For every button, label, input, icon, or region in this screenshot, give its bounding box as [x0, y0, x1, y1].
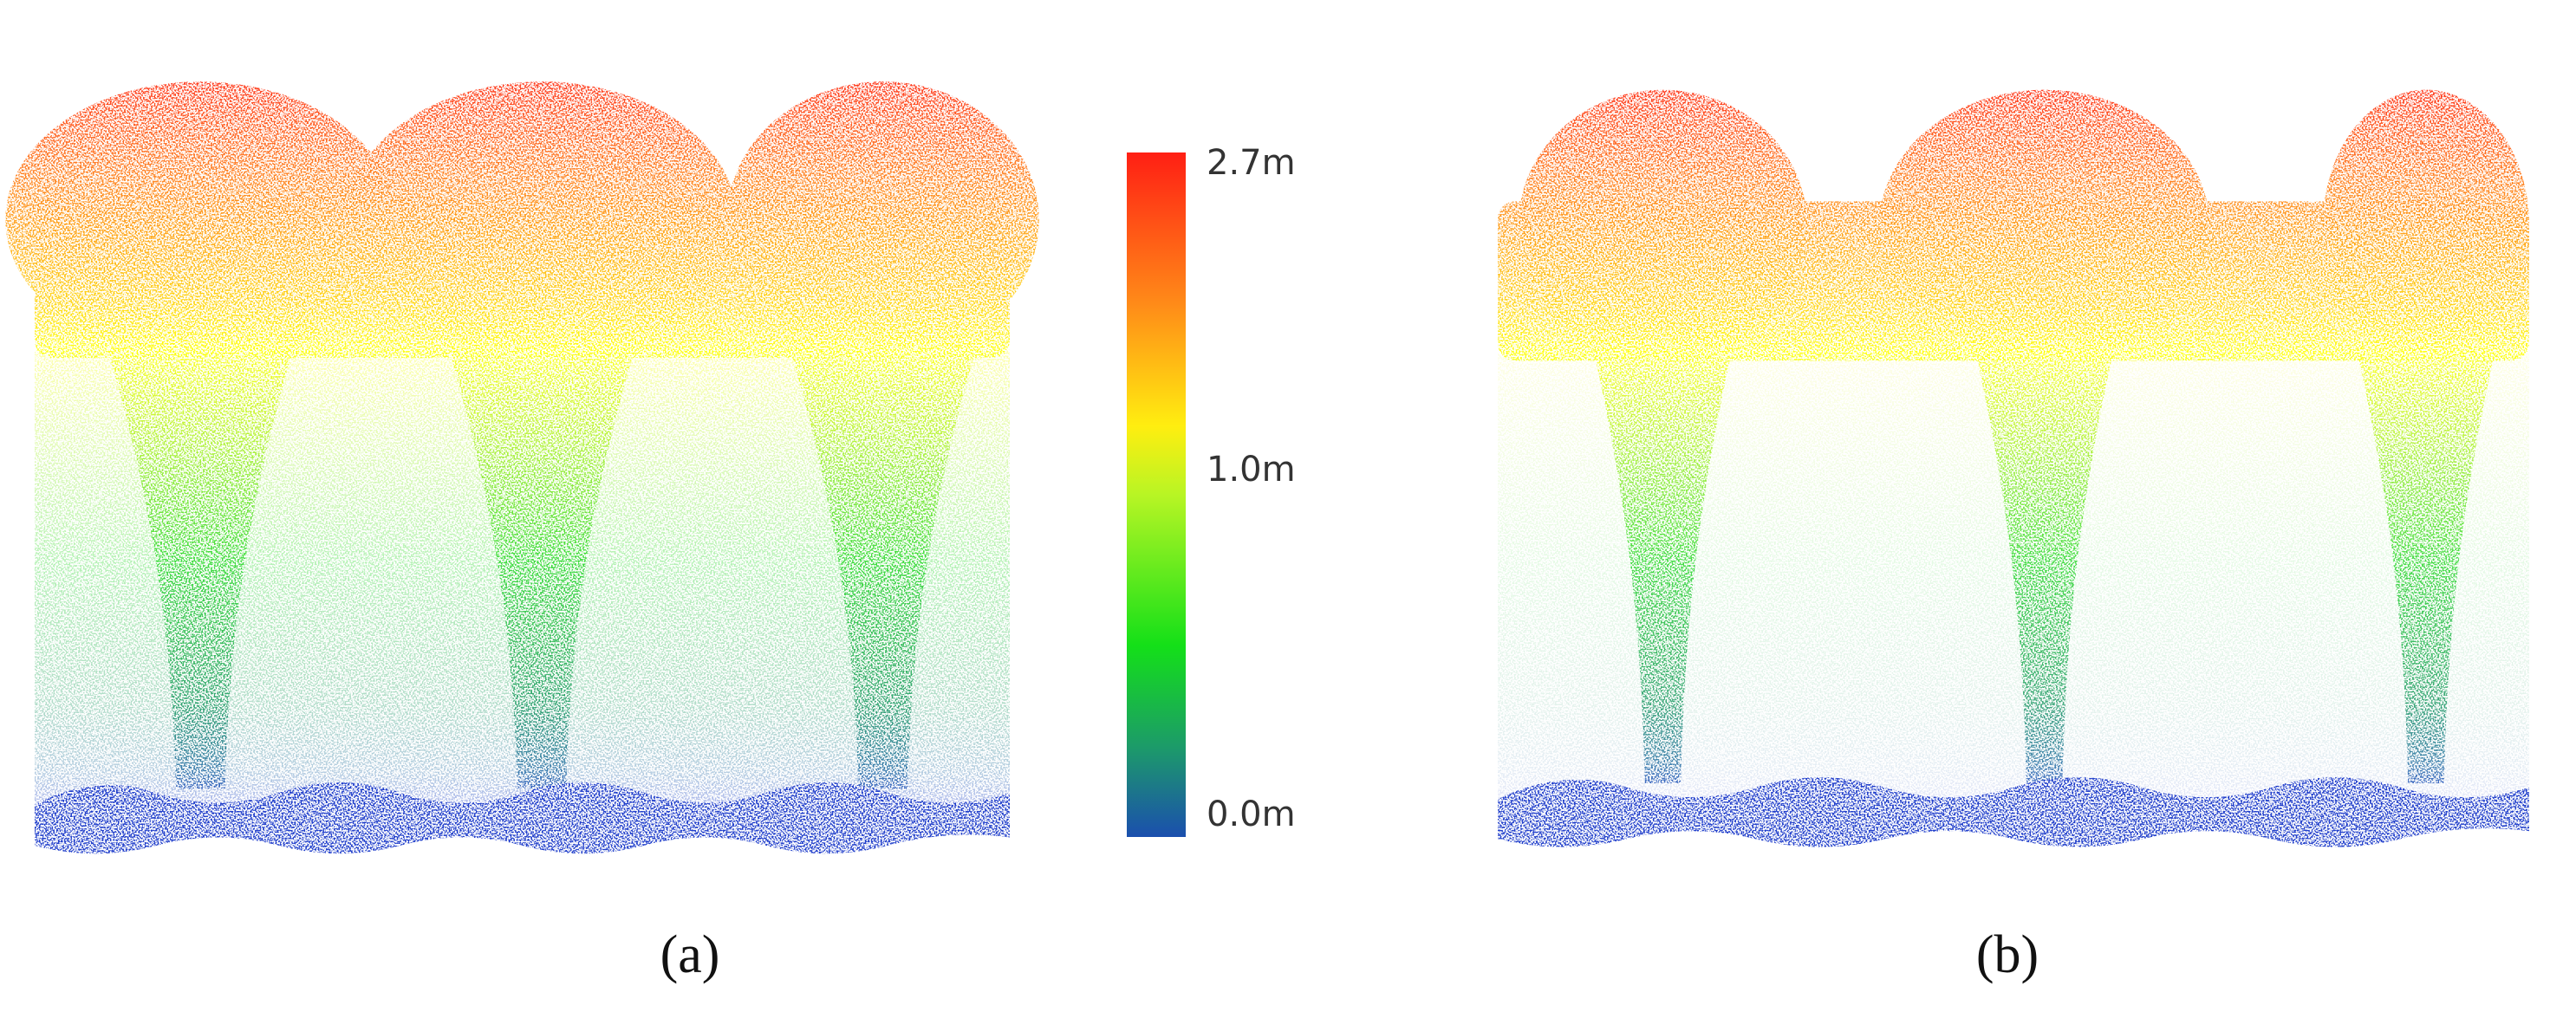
- caption: (b): [1976, 925, 2039, 984]
- crown: [5, 81, 396, 359]
- trunk: [1590, 336, 1735, 783]
- point-cloud: [1498, 89, 2529, 847]
- crown: [1518, 89, 1807, 361]
- ground: [35, 782, 1010, 854]
- crown: [2323, 89, 2529, 361]
- colorbar-label: 0.0m: [1207, 795, 1296, 834]
- trunk: [444, 333, 640, 789]
- trunk: [2353, 336, 2499, 783]
- crown: [1879, 89, 2210, 361]
- trunk: [102, 333, 298, 789]
- ground: [1498, 777, 2529, 847]
- point-cloud: [5, 81, 1039, 854]
- crown: [347, 81, 737, 359]
- crown: [726, 81, 1039, 359]
- caption: (a): [660, 925, 720, 984]
- trunk: [785, 333, 981, 789]
- colorbar-label: 2.7m: [1207, 143, 1296, 183]
- point-clouds: [5, 81, 2529, 854]
- colorbar-label: 1.0m: [1207, 450, 1296, 490]
- colorbar: [1127, 152, 1186, 837]
- trunk: [1972, 336, 2117, 783]
